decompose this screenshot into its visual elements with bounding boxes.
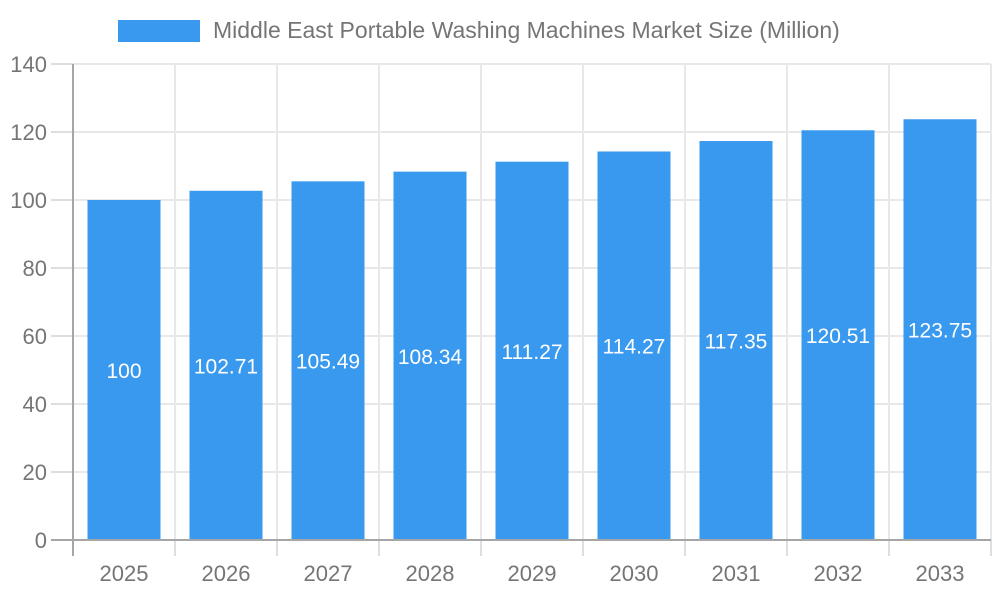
- bar-value-label: 108.34: [398, 346, 463, 369]
- x-tick-label: 2026: [202, 561, 251, 586]
- x-tick-label: 2032: [814, 561, 863, 586]
- y-tick-label: 120: [10, 120, 47, 145]
- bar-2031: [699, 141, 773, 540]
- bar-2029: [495, 161, 569, 540]
- y-tick-label: 140: [10, 52, 47, 77]
- x-tick-label: 2029: [508, 561, 557, 586]
- bar-2027: [291, 181, 365, 541]
- y-tick-label: 40: [23, 392, 47, 417]
- chart-title: Middle East Portable Washing Machines Ma…: [213, 17, 840, 43]
- legend-item[interactable]: Middle East Portable Washing Machines Ma…: [118, 17, 840, 44]
- y-tick-label: 60: [23, 324, 47, 349]
- y-tick-label: 80: [23, 256, 47, 281]
- x-tick-label: 2030: [610, 561, 659, 586]
- bar-value-label: 123.75: [908, 320, 972, 343]
- bar-value-label: 102.71: [194, 355, 258, 378]
- bar-2030: [597, 151, 671, 540]
- bar-2028: [393, 171, 467, 541]
- bar-2033: [903, 119, 977, 540]
- y-tick-label: 20: [23, 460, 47, 485]
- x-tick-label: 2027: [304, 561, 353, 586]
- bar-2032: [801, 130, 875, 541]
- bar-2026: [189, 190, 263, 540]
- bar-value-label: 100: [106, 360, 141, 383]
- bar-value-label: 117.35: [705, 331, 768, 354]
- x-tick-label: 2031: [712, 561, 761, 586]
- bar-2025: [87, 200, 161, 540]
- y-tick-label: 100: [10, 188, 47, 213]
- legend-color-swatch[interactable]: [118, 19, 200, 42]
- x-tick-label: 2033: [916, 561, 965, 586]
- bar-value-label: 105.49: [296, 351, 360, 374]
- x-tick-label: 2028: [406, 561, 455, 586]
- bar-value-label: 111.27: [501, 341, 562, 364]
- bar-value-label: 114.27: [603, 336, 666, 359]
- x-tick-label: 2025: [100, 561, 149, 586]
- y-tick-label: 0: [35, 528, 47, 553]
- bar-value-label: 120.51: [806, 325, 870, 348]
